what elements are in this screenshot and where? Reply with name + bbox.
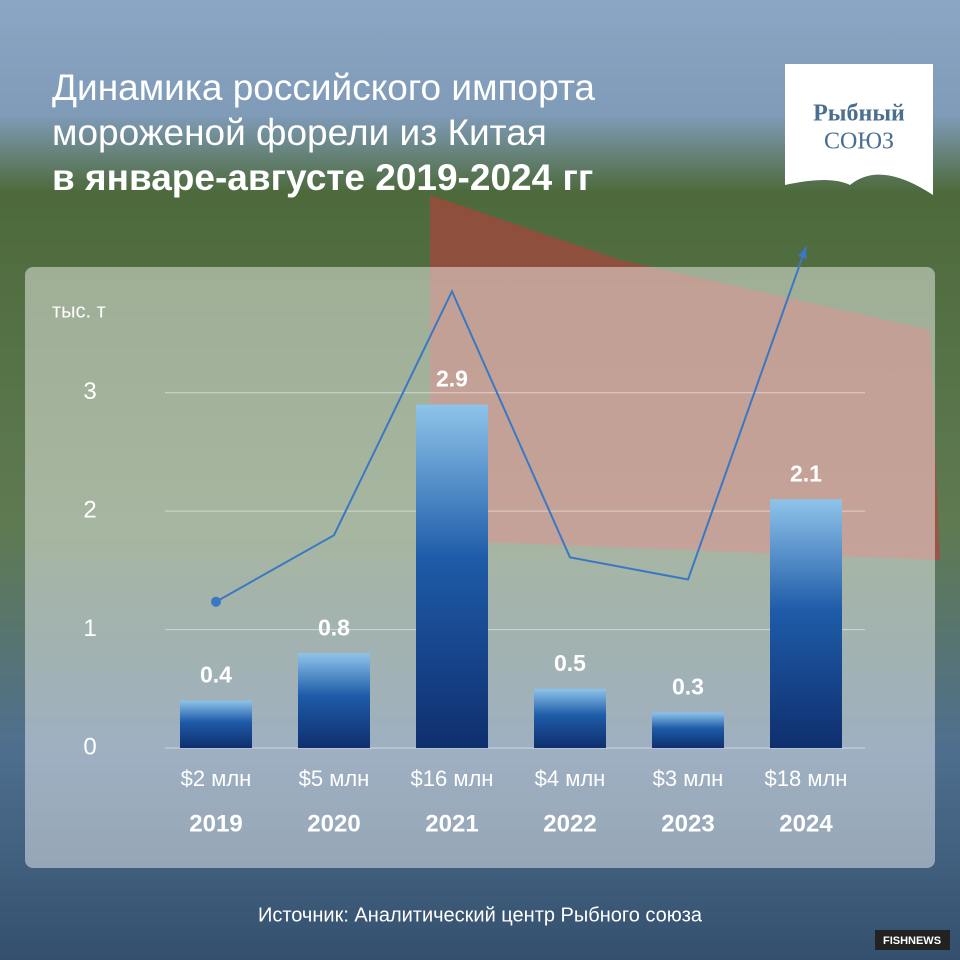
y-tick-label: 2 [83, 497, 96, 524]
x-tick-label: 2023 [661, 810, 714, 837]
money-label: $16 млн [411, 766, 494, 791]
title-line: Динамика российского импорта [52, 67, 595, 108]
value-label: 0.3 [672, 674, 704, 700]
y-tick-label: 1 [83, 615, 96, 642]
value-label: 0.8 [318, 614, 350, 640]
x-tick-label: 2024 [779, 810, 833, 837]
logo-box [785, 64, 933, 195]
money-label: $3 млн [653, 766, 724, 791]
title-line: мороженой форели из Китая [52, 112, 547, 153]
source: Источник: Аналитический центр Рыбного со… [258, 904, 703, 926]
y-tick-label: 0 [83, 733, 96, 760]
x-tick-label: 2021 [425, 810, 478, 837]
money-label: $4 млн [535, 766, 606, 791]
bar [298, 653, 370, 748]
money-label: $5 млн [299, 766, 370, 791]
flag [430, 195, 940, 560]
x-tick-label: 2019 [189, 810, 242, 837]
value-label: 2.1 [790, 460, 822, 486]
badge: FISHNEWS [883, 935, 941, 947]
money-label: $18 млн [765, 766, 848, 791]
value-label: 2.9 [436, 366, 468, 392]
logo-text: Рыбный [813, 101, 905, 127]
logo-text: СОЮЗ [824, 129, 894, 155]
bar [180, 700, 252, 748]
bar [534, 688, 606, 748]
badge-box [875, 930, 950, 950]
y-tick-label: 3 [83, 378, 96, 405]
bar [652, 712, 724, 748]
bar [770, 499, 842, 748]
line-start [211, 596, 221, 607]
money-label: $2 млн [181, 766, 252, 791]
y-axis-label: тыс. т [52, 300, 106, 322]
x-tick-label: 2022 [543, 810, 596, 837]
x-tick-label: 2020 [307, 810, 360, 837]
bar [416, 404, 488, 748]
line [215, 246, 807, 603]
title-line: в январе-августе 2019-2024 гг [52, 157, 593, 198]
arrow-head [797, 247, 807, 259]
value-label: 0.5 [554, 650, 586, 676]
value-label: 0.4 [200, 662, 232, 688]
